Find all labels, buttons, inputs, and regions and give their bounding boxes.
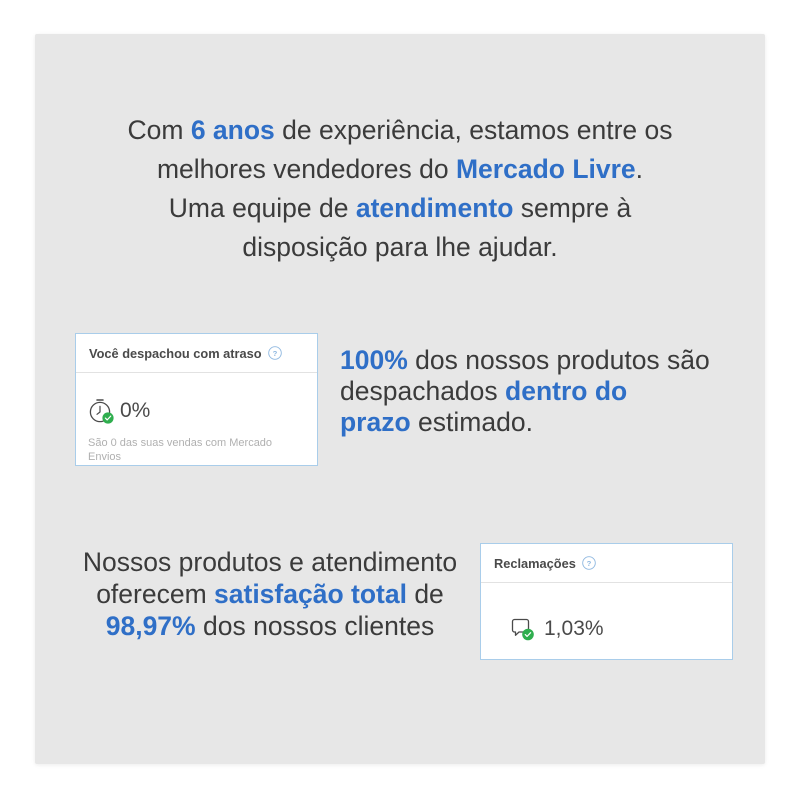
svg-text:?: ? bbox=[586, 559, 591, 568]
svg-text:?: ? bbox=[272, 349, 277, 358]
